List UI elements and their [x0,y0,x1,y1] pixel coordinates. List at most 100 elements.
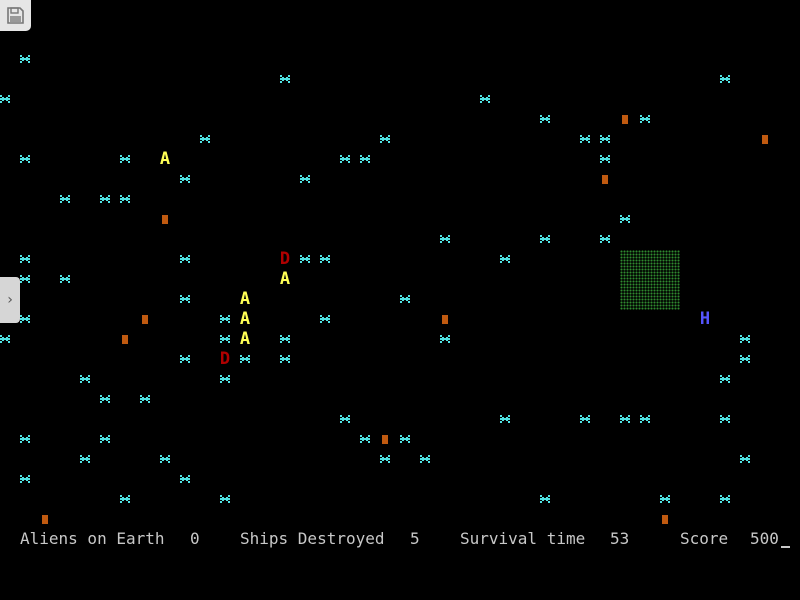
star-icon [355,149,375,169]
block-mark [762,134,768,144]
destroyer: D [219,349,231,369]
star-icon [295,249,315,269]
star-icon [655,489,675,509]
block-mark [382,434,388,444]
alien: A [159,149,171,169]
star-icon [55,189,75,209]
star-icon [415,449,435,469]
block [375,429,395,449]
star-icon [215,489,235,509]
star-icon [0,89,15,109]
block [35,509,55,529]
block-mark [662,514,668,524]
star-icon [215,309,235,329]
star-icon [535,489,555,509]
star-icon [195,129,215,149]
destroyer: D [279,249,291,269]
block-mark [122,334,128,344]
star-icon [715,409,735,429]
star-icon [355,429,375,449]
star-icon [315,249,335,269]
text-cursor [781,546,790,548]
star-icon [315,309,335,329]
star-icon [595,149,615,169]
star-icon [115,489,135,509]
alien: A [239,329,251,349]
star-icon [175,469,195,489]
alien: A [239,309,251,329]
star-icon [155,449,175,469]
block [115,329,135,349]
score-value: 500 [750,529,779,548]
star-icon [275,69,295,89]
star-icon [175,249,195,269]
block [595,169,615,189]
block-mark [622,114,628,124]
star-icon [335,149,355,169]
alien: A [239,289,251,309]
star-icon [715,489,735,509]
star-icon [0,329,15,349]
star-icon [395,429,415,449]
star-icon [75,449,95,469]
block [655,509,675,529]
star-icon [175,349,195,369]
aliens-label: Aliens on Earth [20,529,165,548]
block-mark [142,314,148,324]
star-icon [575,409,595,429]
star-icon [15,249,35,269]
block [135,309,155,329]
star-icon [435,329,455,349]
star-icon [395,289,415,309]
star-icon [175,169,195,189]
chevron-right-icon: › [5,292,15,308]
star-icon [495,409,515,429]
save-button[interactable] [0,0,31,31]
time-label: Survival time [460,529,586,548]
block-mark [162,214,168,224]
ships-label: Ships Destroyed [240,529,385,548]
star-icon [475,89,495,109]
block [155,209,175,229]
ships-value: 5 [410,529,420,548]
floppy-disk-icon [7,7,24,24]
aliens-value: 0 [190,529,200,548]
star-icon [235,349,255,369]
block [615,109,635,129]
star-icon [735,449,755,469]
star-icon [715,69,735,89]
star-icon [635,409,655,429]
block-mark [42,514,48,524]
star-icon [435,229,455,249]
alien: A [279,269,291,289]
star-icon [535,109,555,129]
star-icon [715,369,735,389]
star-icon [15,309,35,329]
star-icon [575,129,595,149]
star-icon [615,409,635,429]
star-icon [215,369,235,389]
star-icon [15,149,35,169]
block-mark [442,314,448,324]
star-icon [95,389,115,409]
star-icon [75,369,95,389]
green-field [620,250,680,310]
block [755,129,775,149]
block [435,309,455,329]
star-icon [95,189,115,209]
star-icon [15,49,35,69]
star-icon [115,149,135,169]
block-mark [602,174,608,184]
score-label: Score [680,529,729,548]
star-icon [15,469,35,489]
star-icon [495,249,515,269]
star-icon [375,129,395,149]
star-icon [335,409,355,429]
side-panel-toggle[interactable]: › [0,277,20,323]
star-icon [135,389,155,409]
star-icon [215,329,235,349]
star-icon [635,109,655,129]
time-value: 53 [610,529,630,548]
star-icon [735,349,755,369]
